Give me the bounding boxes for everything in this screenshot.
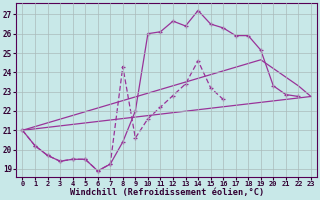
X-axis label: Windchill (Refroidissement éolien,°C): Windchill (Refroidissement éolien,°C) (69, 188, 264, 197)
